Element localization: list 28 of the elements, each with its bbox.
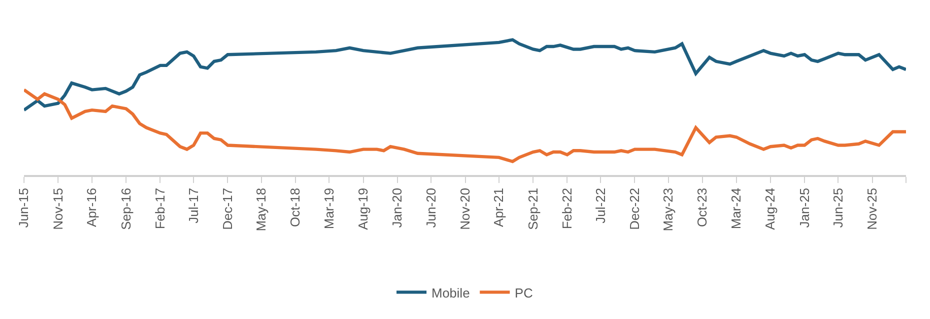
x-tick-label: Aug-19	[355, 188, 370, 230]
x-tick-label: Jul-22	[592, 188, 608, 224]
x-tick-label: Sep-21	[525, 188, 540, 230]
x-tick-label: Jun-20	[423, 188, 438, 228]
x-tick-label: Jan-20	[390, 188, 405, 228]
x-tick-label: Oct-18	[288, 188, 303, 227]
x-tick-label: Jul-17	[186, 188, 201, 224]
x-tick-label: Nov-15	[50, 188, 66, 230]
x-tick-label: Jun-15	[16, 188, 32, 228]
x-tick-label: Jun-25	[830, 188, 846, 228]
x-tick-label: Nov-20	[458, 188, 473, 230]
x-tick-label: Apr-16	[84, 188, 100, 227]
x-tick-label: Aug-24	[762, 188, 778, 230]
x-tick-label: Mar-24	[728, 188, 744, 230]
x-tick-label: Jan-25	[796, 188, 812, 228]
legend-label: Mobile	[432, 285, 470, 300]
x-tick-label: Feb-22	[559, 188, 574, 230]
x-tick-label: May-18	[254, 188, 269, 232]
x-tick-label: Mar-19	[321, 188, 336, 230]
x-tick-label: Apr-21	[491, 188, 506, 227]
x-tick-label: Dec-22	[626, 188, 642, 230]
legend-label: PC	[514, 285, 533, 300]
x-tick-label: Sep-16	[118, 188, 134, 230]
x-tick-label: Oct-23	[694, 188, 710, 227]
x-tick-label: May-23	[660, 188, 676, 232]
x-tick-label: Nov-25	[864, 188, 880, 230]
x-tick-label: Dec-17	[220, 188, 235, 230]
x-tick-label: Feb-17	[152, 188, 168, 230]
